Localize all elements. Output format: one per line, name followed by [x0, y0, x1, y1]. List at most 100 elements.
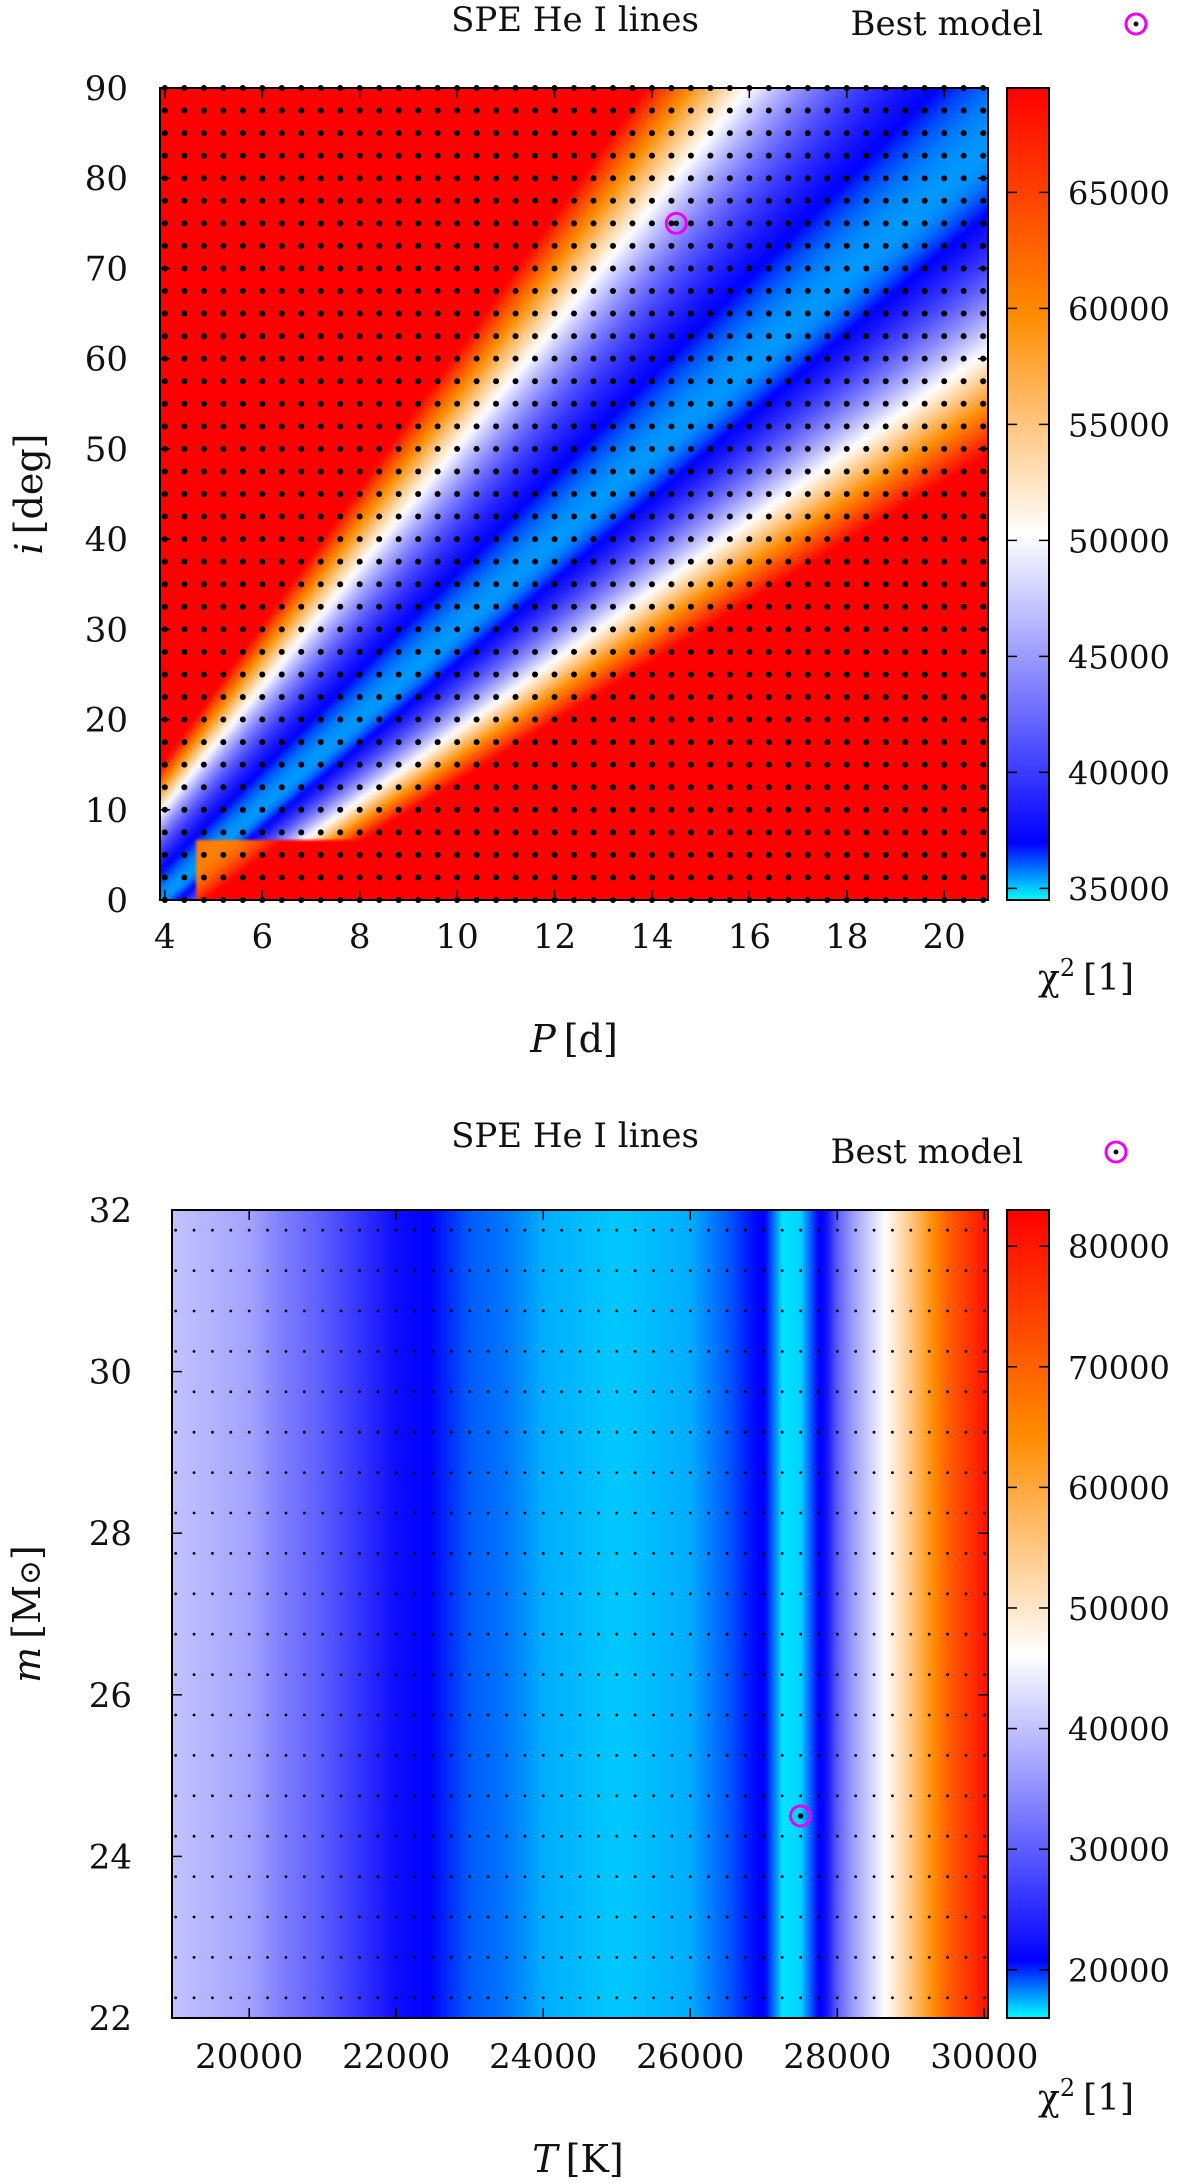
grid-point: [578, 1754, 582, 1757]
grid-point: [980, 671, 987, 678]
grid-point: [980, 558, 987, 565]
grid-point: [317, 784, 324, 791]
grid-point: [982, 1673, 986, 1676]
grid-point: [413, 1834, 416, 1838]
grid-point: [571, 355, 577, 362]
grid-point: [394, 1390, 398, 1394]
grid-point: [523, 1754, 527, 1757]
grid-point: [512, 581, 519, 588]
grid-point: [200, 242, 207, 249]
grid-point: [835, 1552, 839, 1555]
grid-point: [843, 694, 850, 700]
grid-point: [687, 761, 694, 768]
grid-point: [317, 400, 324, 407]
grid-point: [434, 468, 441, 475]
grid-point: [532, 739, 539, 746]
grid-point: [633, 1632, 637, 1636]
grid-point: [668, 310, 675, 317]
grid-point: [395, 378, 402, 385]
grid-point: [278, 648, 285, 655]
grid-point: [941, 445, 948, 452]
grid-point: [317, 581, 324, 588]
grid-point: [744, 1552, 747, 1555]
grid-point: [765, 152, 772, 159]
grid-point: [505, 1511, 508, 1515]
grid-point: [633, 1915, 637, 1919]
grid-point: [181, 333, 188, 340]
grid-point: [785, 445, 792, 452]
grid-point: [434, 784, 441, 791]
grid-point: [726, 829, 733, 836]
grid-point: [765, 648, 772, 655]
grid-point: [266, 1592, 269, 1596]
grid-point: [633, 1390, 637, 1394]
grid-point: [415, 107, 422, 114]
grid-point: [982, 1592, 986, 1596]
grid-point: [376, 761, 383, 768]
grid-point: [725, 1956, 729, 1959]
grid-point: [804, 806, 811, 813]
grid-point: [670, 1713, 674, 1717]
grid-point: [902, 491, 909, 497]
grid-point: [687, 288, 694, 294]
grid-point: [744, 1673, 747, 1676]
grid-point: [744, 1269, 747, 1272]
grid-point: [298, 288, 305, 294]
grid-point: [725, 1713, 729, 1717]
grid-point: [394, 1996, 398, 2000]
grid-point: [824, 265, 831, 272]
grid-point: [247, 1875, 251, 1878]
grid-point: [648, 310, 655, 317]
grid-point: [707, 491, 714, 497]
grid-point: [824, 581, 831, 588]
grid-point: [726, 851, 733, 858]
grid-point: [824, 242, 831, 249]
grid-point: [780, 1673, 784, 1676]
grid-point: [785, 152, 792, 159]
grid-point: [394, 1309, 398, 1313]
grid-point: [493, 197, 500, 204]
grid-point: [946, 1309, 949, 1313]
grid-point: [590, 107, 597, 114]
grid-point: [590, 378, 597, 385]
grid-point: [799, 1390, 802, 1394]
grid-point: [609, 874, 616, 881]
grid-point: [921, 197, 928, 204]
grid-point: [468, 1632, 472, 1636]
grid-point: [339, 1956, 343, 1959]
grid-point: [431, 1794, 435, 1798]
x-tick-label: 22000: [342, 2037, 450, 2077]
x-tick-label: 24000: [489, 2037, 597, 2077]
grid-point: [872, 1996, 876, 2000]
grid-point: [259, 400, 266, 407]
grid-point: [687, 333, 694, 340]
grid-point: [454, 378, 461, 385]
grid-point: [239, 197, 246, 204]
grid-point: [882, 152, 889, 159]
grid-point: [785, 716, 792, 723]
grid-point: [854, 1834, 858, 1838]
grid-point: [688, 1754, 692, 1757]
grid-point: [259, 694, 266, 700]
grid-point: [532, 152, 539, 159]
grid-point: [302, 1754, 306, 1757]
grid-point: [744, 1996, 747, 2000]
grid-point: [317, 874, 324, 881]
grid-point: [278, 197, 285, 204]
grid-point: [376, 1228, 380, 1232]
grid-point: [192, 1794, 196, 1798]
grid-point: [744, 1875, 747, 1878]
grid-point: [551, 355, 558, 362]
grid-point: [762, 1390, 766, 1394]
grid-point: [824, 445, 831, 452]
grid-point: [229, 1269, 233, 1272]
grid-point: [356, 694, 363, 700]
grid-point: [247, 1632, 251, 1636]
grid-point: [571, 829, 577, 836]
grid-point: [541, 1713, 545, 1717]
grid-point: [247, 1794, 251, 1798]
grid-point: [415, 242, 422, 249]
grid-point: [395, 107, 402, 114]
grid-point: [376, 1592, 380, 1596]
grid-point: [532, 175, 539, 182]
